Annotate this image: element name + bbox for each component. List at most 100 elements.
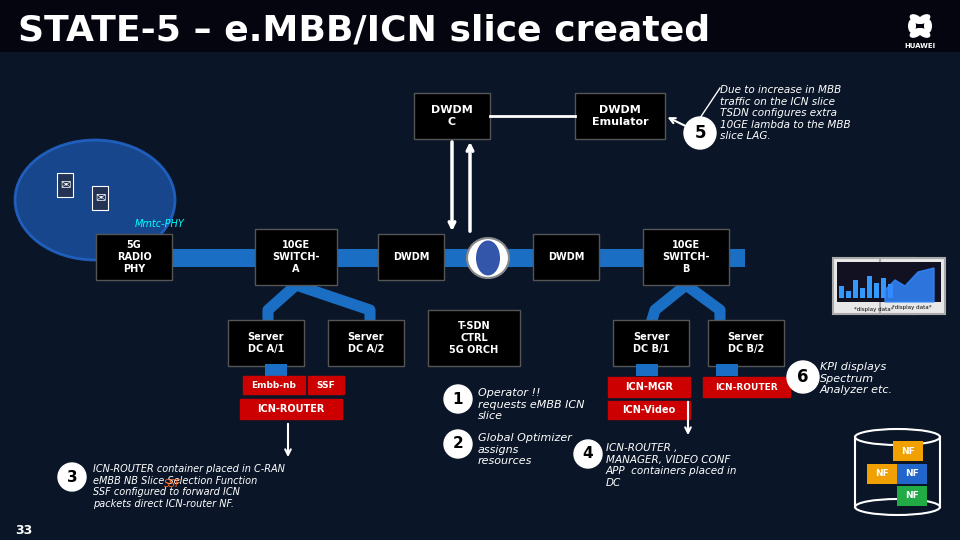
Text: *display data*: *display data* [854, 307, 894, 312]
Ellipse shape [855, 429, 940, 445]
Text: Due to increase in MBB
traffic on the ICN slice
TSDN configures extra
10GE lambd: Due to increase in MBB traffic on the IC… [720, 85, 851, 141]
Text: *display data*: *display data* [892, 306, 932, 310]
Bar [867, 276, 872, 298]
Text: KPI displays
Spectrum
Analyzer etc.: KPI displays Spectrum Analyzer etc. [820, 362, 893, 395]
Bar [884, 262, 941, 302]
Text: 33: 33 [15, 523, 33, 537]
Ellipse shape [855, 499, 940, 515]
Bar [643, 229, 729, 285]
Bar [897, 486, 927, 506]
Text: ICN-Video: ICN-Video [622, 405, 676, 415]
Text: STATE-5 – e.MBB/ICN slice created: STATE-5 – e.MBB/ICN slice created [18, 13, 710, 47]
Bar [708, 320, 784, 366]
Text: Embb-nb: Embb-nb [252, 381, 297, 389]
Bar [414, 93, 490, 139]
Text: Server
DC B/2: Server DC B/2 [728, 332, 764, 354]
Text: NF: NF [905, 491, 919, 501]
Text: HUAWEI: HUAWEI [904, 43, 936, 49]
Text: 10GE
SWITCH-
A: 10GE SWITCH- A [273, 240, 320, 274]
Bar [867, 464, 897, 484]
Text: 6: 6 [797, 368, 808, 386]
Circle shape [574, 440, 602, 468]
Bar [308, 376, 344, 394]
Bar [874, 283, 879, 298]
Circle shape [444, 430, 472, 458]
Text: 2: 2 [452, 436, 464, 451]
Bar [608, 377, 690, 397]
Ellipse shape [910, 28, 923, 38]
Text: ICN-ROUTER: ICN-ROUTER [715, 382, 778, 392]
Bar [897, 464, 927, 484]
Text: NF: NF [876, 469, 889, 478]
Text: Mmtc-PHY: Mmtc-PHY [135, 219, 185, 229]
Text: DWDM: DWDM [548, 252, 585, 262]
Bar [881, 278, 886, 298]
Bar [328, 320, 404, 366]
Text: Global Optimizer
assigns
resources: Global Optimizer assigns resources [478, 433, 572, 466]
Text: DWDM
Emulator: DWDM Emulator [591, 105, 648, 127]
Text: ✉: ✉ [60, 179, 70, 192]
Bar [575, 93, 665, 139]
Bar [240, 399, 342, 419]
Bar [716, 364, 738, 376]
Ellipse shape [476, 240, 500, 275]
Bar [92, 186, 108, 210]
Bar [0, 0, 960, 52]
Bar [243, 376, 305, 394]
Bar [888, 284, 893, 298]
Text: ICN-MGR: ICN-MGR [625, 382, 673, 392]
Bar [613, 320, 689, 366]
Bar [855, 437, 940, 507]
Text: 10GE
SWITCH-
B: 10GE SWITCH- B [662, 240, 709, 274]
Bar [228, 320, 304, 366]
Ellipse shape [918, 14, 930, 24]
Text: Server
DC A/2: Server DC A/2 [348, 332, 384, 354]
Text: ICN-ROUTER ,
MANAGER, VIDEO CONF
APP  containers placed in
DC: ICN-ROUTER , MANAGER, VIDEO CONF APP con… [606, 443, 737, 488]
Text: ICN-ROUTER container placed in C-RAN
eMBB NB Slice Selection Function
SSF config: ICN-ROUTER container placed in C-RAN eMB… [93, 464, 285, 509]
Bar [837, 262, 911, 302]
Circle shape [444, 385, 472, 413]
Bar [833, 258, 915, 314]
Bar [860, 288, 865, 298]
Circle shape [684, 117, 716, 149]
Ellipse shape [908, 19, 916, 33]
Bar [893, 441, 923, 461]
Bar [846, 291, 851, 298]
Text: NF: NF [905, 469, 919, 478]
Text: 5: 5 [694, 124, 706, 142]
Text: 4: 4 [583, 447, 593, 462]
Text: DWDM
C: DWDM C [431, 105, 473, 127]
Text: SSF: SSF [164, 479, 181, 489]
Ellipse shape [924, 19, 932, 33]
Bar [703, 377, 790, 397]
Text: DWDM: DWDM [393, 252, 429, 262]
Text: T-SDN
CTRL
5G ORCH: T-SDN CTRL 5G ORCH [449, 321, 498, 355]
Text: Server
DC B/1: Server DC B/1 [633, 332, 669, 354]
Ellipse shape [910, 14, 923, 24]
Bar [265, 364, 287, 376]
Ellipse shape [15, 140, 175, 260]
Bar [96, 234, 172, 280]
Text: SSF: SSF [317, 381, 335, 389]
Polygon shape [885, 268, 934, 302]
Bar [608, 401, 690, 419]
Bar [533, 234, 599, 280]
Bar [636, 364, 658, 376]
Text: ICN-ROUTER: ICN-ROUTER [257, 404, 324, 414]
Ellipse shape [918, 28, 930, 38]
Text: 3: 3 [66, 469, 78, 484]
Circle shape [58, 463, 86, 491]
Text: NF: NF [901, 447, 915, 456]
Bar [378, 234, 444, 280]
Bar [57, 173, 73, 197]
Bar [255, 229, 337, 285]
Circle shape [787, 361, 819, 393]
Text: ✉: ✉ [95, 192, 106, 205]
Text: Operator !!
requests eMBB ICN
slice: Operator !! requests eMBB ICN slice [478, 388, 585, 421]
Text: 1: 1 [453, 392, 464, 407]
Ellipse shape [467, 238, 509, 278]
Text: 5G
RADIO
PHY: 5G RADIO PHY [116, 240, 152, 274]
Bar [428, 310, 520, 366]
Text: Server
DC A/1: Server DC A/1 [248, 332, 284, 354]
Bar [839, 286, 844, 298]
